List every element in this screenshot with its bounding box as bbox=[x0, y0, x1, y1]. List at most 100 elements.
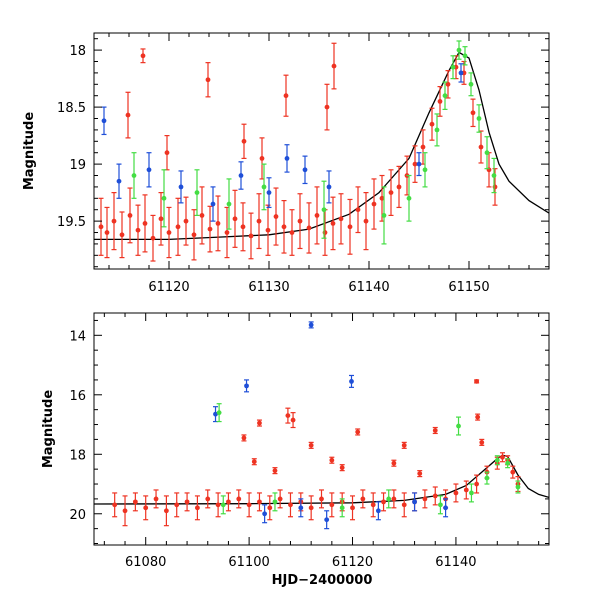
red-data-point bbox=[153, 489, 159, 509]
data-marker bbox=[338, 216, 344, 222]
green-data-point bbox=[131, 152, 137, 199]
data-marker bbox=[131, 173, 137, 178]
data-marker bbox=[326, 184, 332, 190]
red-data-point bbox=[329, 456, 335, 464]
red-data-point bbox=[381, 492, 387, 512]
red-data-point bbox=[205, 62, 211, 98]
data-marker bbox=[298, 505, 304, 511]
bottom-axis-ticks bbox=[94, 313, 549, 545]
red-data-point bbox=[140, 48, 146, 64]
red-data-point bbox=[281, 199, 287, 254]
data-marker bbox=[360, 496, 366, 502]
top-y-tick-label: 18 bbox=[69, 44, 86, 59]
red-data-point bbox=[322, 209, 328, 256]
data-marker bbox=[321, 207, 327, 213]
red-data-point bbox=[417, 470, 423, 478]
blue-data-point bbox=[210, 186, 216, 222]
data-marker bbox=[140, 53, 146, 59]
data-marker bbox=[241, 435, 247, 441]
red-data-point bbox=[290, 412, 296, 429]
data-marker bbox=[257, 420, 262, 426]
red-data-point bbox=[510, 465, 516, 479]
red-data-point bbox=[289, 209, 295, 256]
data-marker bbox=[420, 144, 426, 150]
red-data-point bbox=[142, 194, 148, 253]
red-data-point bbox=[256, 419, 262, 427]
bottom-x-tick-label: 61100 bbox=[228, 555, 269, 570]
data-marker bbox=[412, 161, 418, 167]
data-marker bbox=[456, 47, 462, 53]
data-marker bbox=[261, 184, 267, 190]
green-data-point bbox=[434, 113, 440, 147]
data-marker bbox=[262, 511, 268, 517]
data-marker bbox=[396, 184, 402, 190]
data-marker bbox=[248, 233, 254, 239]
data-marker bbox=[257, 499, 262, 505]
red-data-point bbox=[355, 428, 361, 436]
data-marker bbox=[505, 460, 511, 466]
data-marker bbox=[195, 505, 200, 511]
red-data-point bbox=[191, 209, 197, 261]
top-x-tick-label: 61130 bbox=[248, 280, 289, 295]
green-data-point bbox=[484, 471, 490, 485]
bottom-y-tick-labels: 14 16 18 20 bbox=[69, 329, 86, 523]
red-data-point bbox=[350, 495, 356, 521]
red-data-point bbox=[127, 187, 133, 244]
top-x-tick-label: 61140 bbox=[348, 280, 389, 295]
data-marker bbox=[412, 499, 417, 505]
red-data-point bbox=[232, 189, 238, 248]
data-marker bbox=[422, 167, 428, 173]
data-marker bbox=[379, 195, 385, 201]
data-marker bbox=[216, 410, 222, 416]
data-marker bbox=[127, 213, 133, 218]
green-data-point bbox=[515, 480, 521, 494]
red-data-point bbox=[370, 492, 376, 518]
green-data-point bbox=[422, 152, 428, 188]
red-data-point bbox=[285, 407, 291, 424]
data-marker bbox=[101, 118, 107, 124]
data-marker bbox=[116, 178, 122, 184]
data-marker bbox=[443, 505, 448, 511]
data-marker bbox=[174, 502, 180, 508]
blue-data-point bbox=[443, 498, 449, 518]
green-data-point bbox=[476, 104, 482, 133]
data-marker bbox=[474, 379, 480, 384]
data-marker bbox=[277, 496, 283, 502]
red-data-point bbox=[215, 195, 221, 252]
data-marker bbox=[273, 214, 279, 219]
data-marker bbox=[297, 218, 303, 224]
data-marker bbox=[308, 442, 314, 448]
bottom-x-axis-title: HJD−2400000 bbox=[272, 573, 373, 588]
data-marker bbox=[375, 508, 381, 514]
green-data-point bbox=[494, 455, 500, 466]
red-data-point bbox=[122, 495, 128, 527]
blue-data-point bbox=[101, 106, 107, 136]
red-data-point bbox=[396, 165, 402, 209]
data-marker bbox=[469, 490, 474, 496]
red-data-point bbox=[135, 204, 141, 256]
blue-data-point bbox=[326, 170, 332, 204]
data-marker bbox=[347, 224, 353, 230]
green-data-point bbox=[456, 40, 462, 60]
data-marker bbox=[416, 161, 422, 167]
data-marker bbox=[438, 502, 443, 508]
data-marker bbox=[381, 213, 387, 218]
bottom-data-points bbox=[112, 321, 521, 530]
data-marker bbox=[158, 216, 164, 222]
bottom-y-tick-label: 20 bbox=[69, 508, 86, 523]
green-data-point bbox=[505, 458, 511, 469]
data-marker bbox=[432, 428, 438, 433]
data-marker bbox=[194, 190, 200, 196]
red-data-point bbox=[183, 196, 189, 246]
green-data-point bbox=[468, 72, 474, 97]
data-marker bbox=[244, 383, 249, 389]
red-data-point bbox=[429, 107, 435, 141]
data-marker bbox=[285, 413, 291, 419]
data-marker bbox=[468, 81, 474, 87]
red-data-point bbox=[236, 489, 242, 509]
red-data-point bbox=[388, 169, 394, 217]
red-data-point bbox=[272, 467, 278, 475]
red-data-point bbox=[479, 438, 485, 446]
top-panel: 61120 61130 61140 61150 18 18.5 19 19.5 … bbox=[22, 32, 550, 295]
red-data-point bbox=[470, 98, 476, 128]
